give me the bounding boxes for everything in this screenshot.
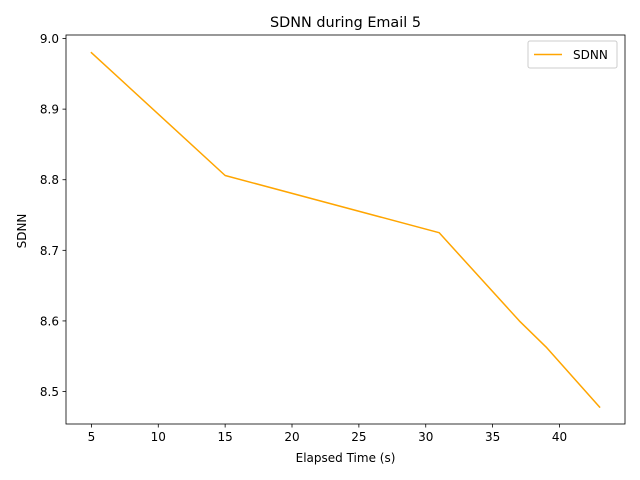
chart-title: SDNN during Email 5: [270, 15, 421, 31]
y-axis: 8.5 8.6 8.7 8.8 8.9 9.0: [40, 32, 66, 399]
x-tick-label: 35: [485, 430, 500, 444]
legend-frame: [527, 40, 618, 69]
x-tick-label: 20: [284, 430, 299, 444]
x-tick-label: 10: [151, 430, 166, 444]
x-tick-label: 40: [552, 430, 567, 444]
y-axis-label: SDNN: [15, 214, 29, 249]
y-tick-label: 8.8: [40, 173, 59, 187]
y-tick-label: 8.6: [40, 314, 59, 328]
x-axis: 5 10 15 20 25 30 35 40: [88, 424, 567, 444]
x-tick-label: 25: [351, 430, 366, 444]
series-layer: [90, 51, 601, 409]
legend: SDNN: [527, 40, 618, 69]
x-axis-label: Elapsed Time (s): [296, 451, 396, 465]
plot-area: [65, 34, 626, 425]
plot-frame: [65, 34, 626, 425]
x-tick-label: 5: [88, 430, 96, 444]
y-tick-label: 8.9: [40, 103, 59, 117]
series-line-sdnn: [90, 51, 601, 409]
y-tick-label: 8.7: [40, 244, 59, 258]
y-tick-label: 8.5: [40, 385, 59, 399]
y-tick-label: 9.0: [40, 32, 59, 46]
legend-label-sdnn: SDNN: [573, 48, 608, 62]
x-tick-label: 30: [418, 430, 433, 444]
x-tick-label: 15: [218, 430, 233, 444]
